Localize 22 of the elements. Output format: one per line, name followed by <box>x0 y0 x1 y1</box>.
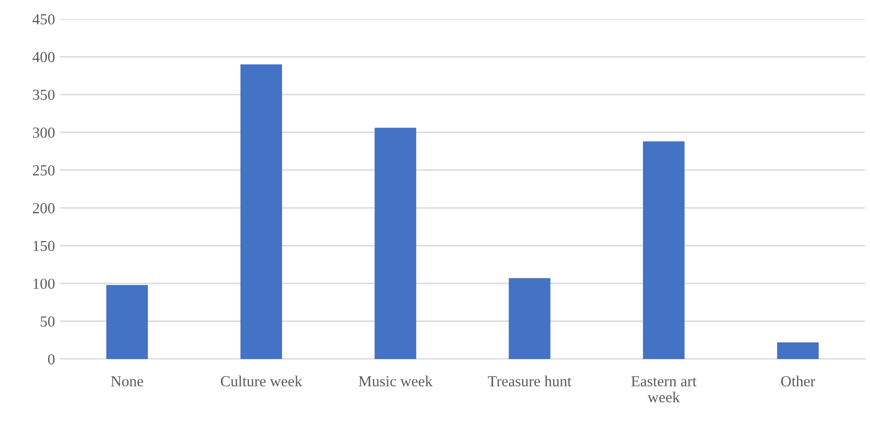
y-tick-label: 250 <box>32 165 55 176</box>
x-tick-label: Treasure hunt <box>488 376 572 386</box>
y-tick-label: 200 <box>32 203 55 214</box>
y-tick-label: 350 <box>32 90 55 100</box>
bar <box>106 284 148 359</box>
x-tick-label: Eastern art week <box>631 376 697 402</box>
y-tick-label: 300 <box>32 127 55 138</box>
bar <box>374 128 416 359</box>
x-tick-label: Culture week <box>220 376 302 386</box>
bar <box>508 278 550 359</box>
bar <box>240 64 282 359</box>
x-tick-label: Music week <box>358 376 433 386</box>
y-tick-label: 450 <box>32 14 55 24</box>
bar <box>777 342 819 359</box>
y-tick-label: 50 <box>40 316 55 327</box>
y-tick-label: 0 <box>48 354 55 364</box>
y-tick-label: 100 <box>34 278 55 289</box>
y-tick-label: 400 <box>32 52 55 62</box>
x-tick-label: Other <box>781 376 816 386</box>
bar <box>642 141 685 359</box>
y-tick-label: 150 <box>34 240 55 252</box>
x-tick-label: None <box>110 376 144 386</box>
